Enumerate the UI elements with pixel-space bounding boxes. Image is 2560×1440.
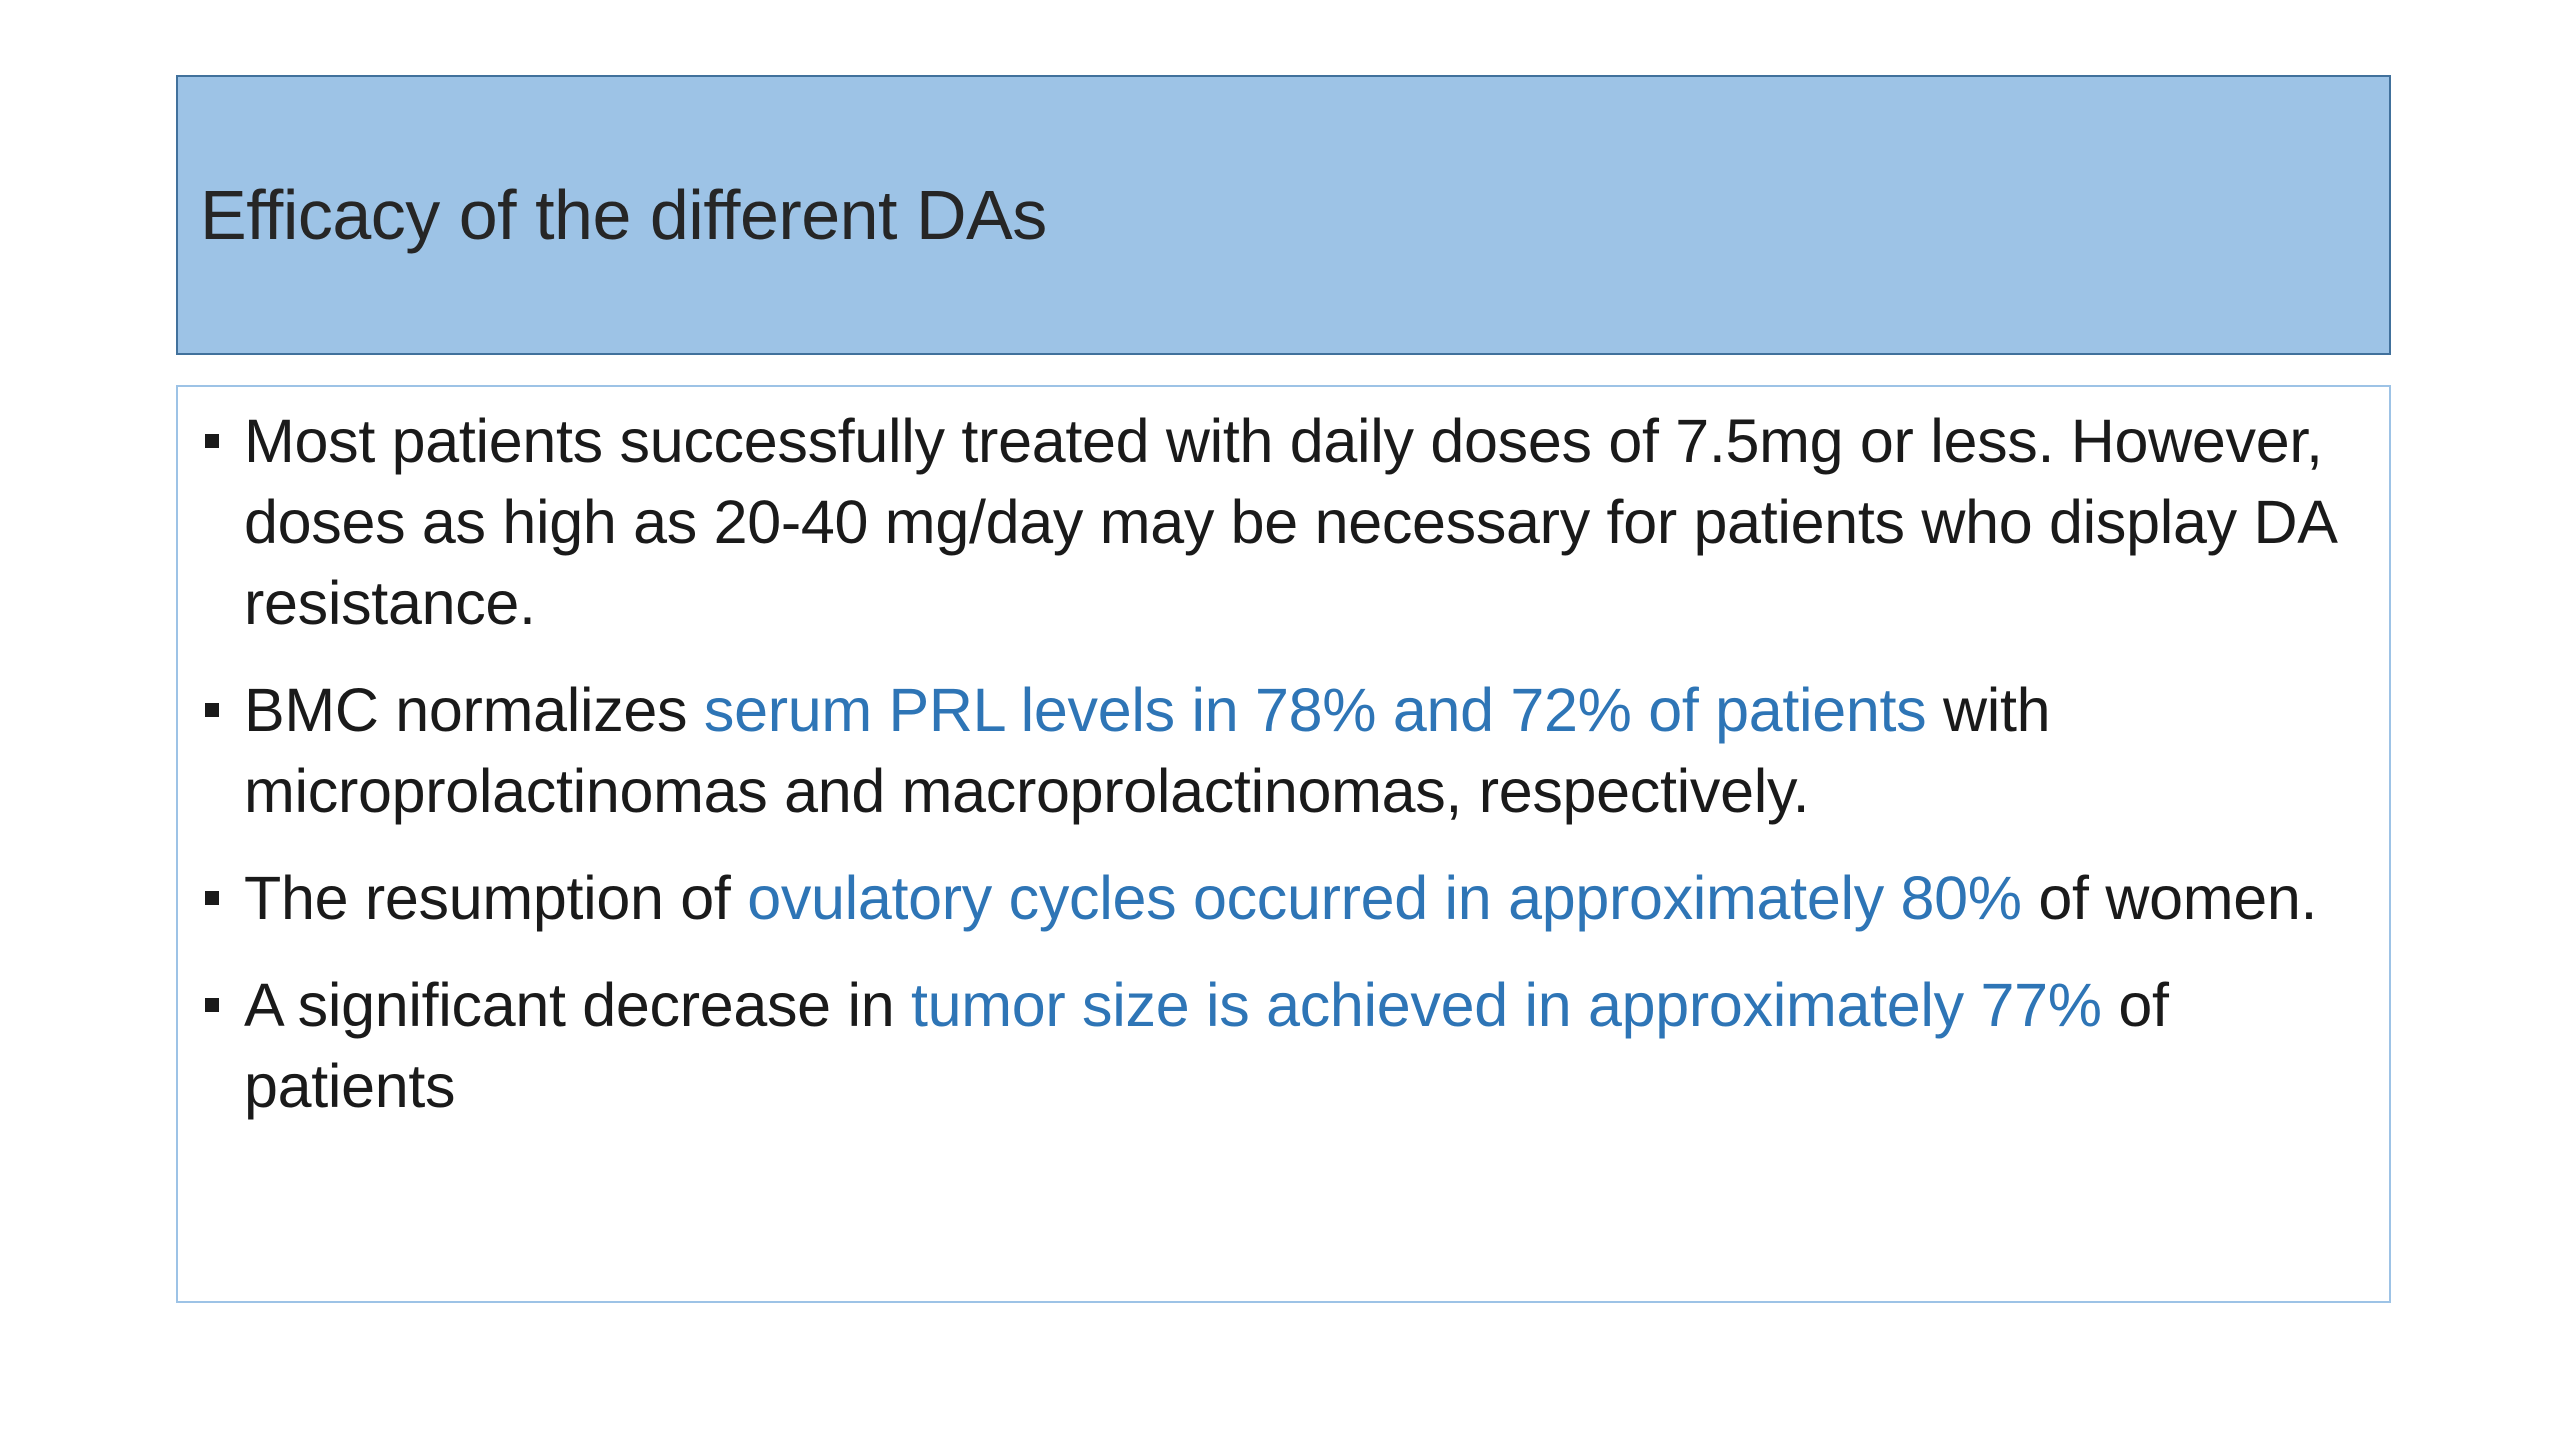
bullet-item: A significant decrease in tumor size is … — [202, 965, 2371, 1127]
bullet-text: The resumption of — [244, 864, 748, 932]
bullet-text: BMC normalizes — [244, 676, 704, 744]
square-bullet-icon — [205, 434, 219, 448]
square-bullet-icon — [205, 703, 219, 717]
bullet-highlight: serum PRL levels in 78% and 72% of patie… — [703, 676, 1927, 744]
bullet-text-after: with microprolactinomas and macroprolact… — [244, 676, 2051, 825]
square-bullet-icon — [205, 891, 219, 905]
bullet-item: BMC normalizes serum PRL levels in 78% a… — [202, 670, 2371, 832]
bullet-text-after: of patients — [244, 971, 2169, 1120]
bullet-text-after: of women. — [2021, 864, 2318, 932]
bullet-text: A significant decrease in — [244, 971, 911, 1039]
title-box: Efficacy of the different DAs — [176, 75, 2391, 355]
bullet-text: Most patients successfully treated with … — [244, 407, 2335, 637]
bullet-highlight: ovulatory cycles occurred in approximate… — [747, 864, 2022, 932]
square-bullet-icon — [205, 998, 219, 1012]
slide-title: Efficacy of the different DAs — [200, 176, 1047, 254]
bullet-item: The resumption of ovulatory cycles occur… — [202, 858, 2371, 939]
content-box: Most patients successfully treated with … — [176, 385, 2391, 1303]
bullet-item: Most patients successfully treated with … — [202, 401, 2371, 644]
bullet-highlight: tumor size is achieved in approximately … — [910, 971, 2102, 1039]
bullet-list: Most patients successfully treated with … — [202, 401, 2371, 1127]
